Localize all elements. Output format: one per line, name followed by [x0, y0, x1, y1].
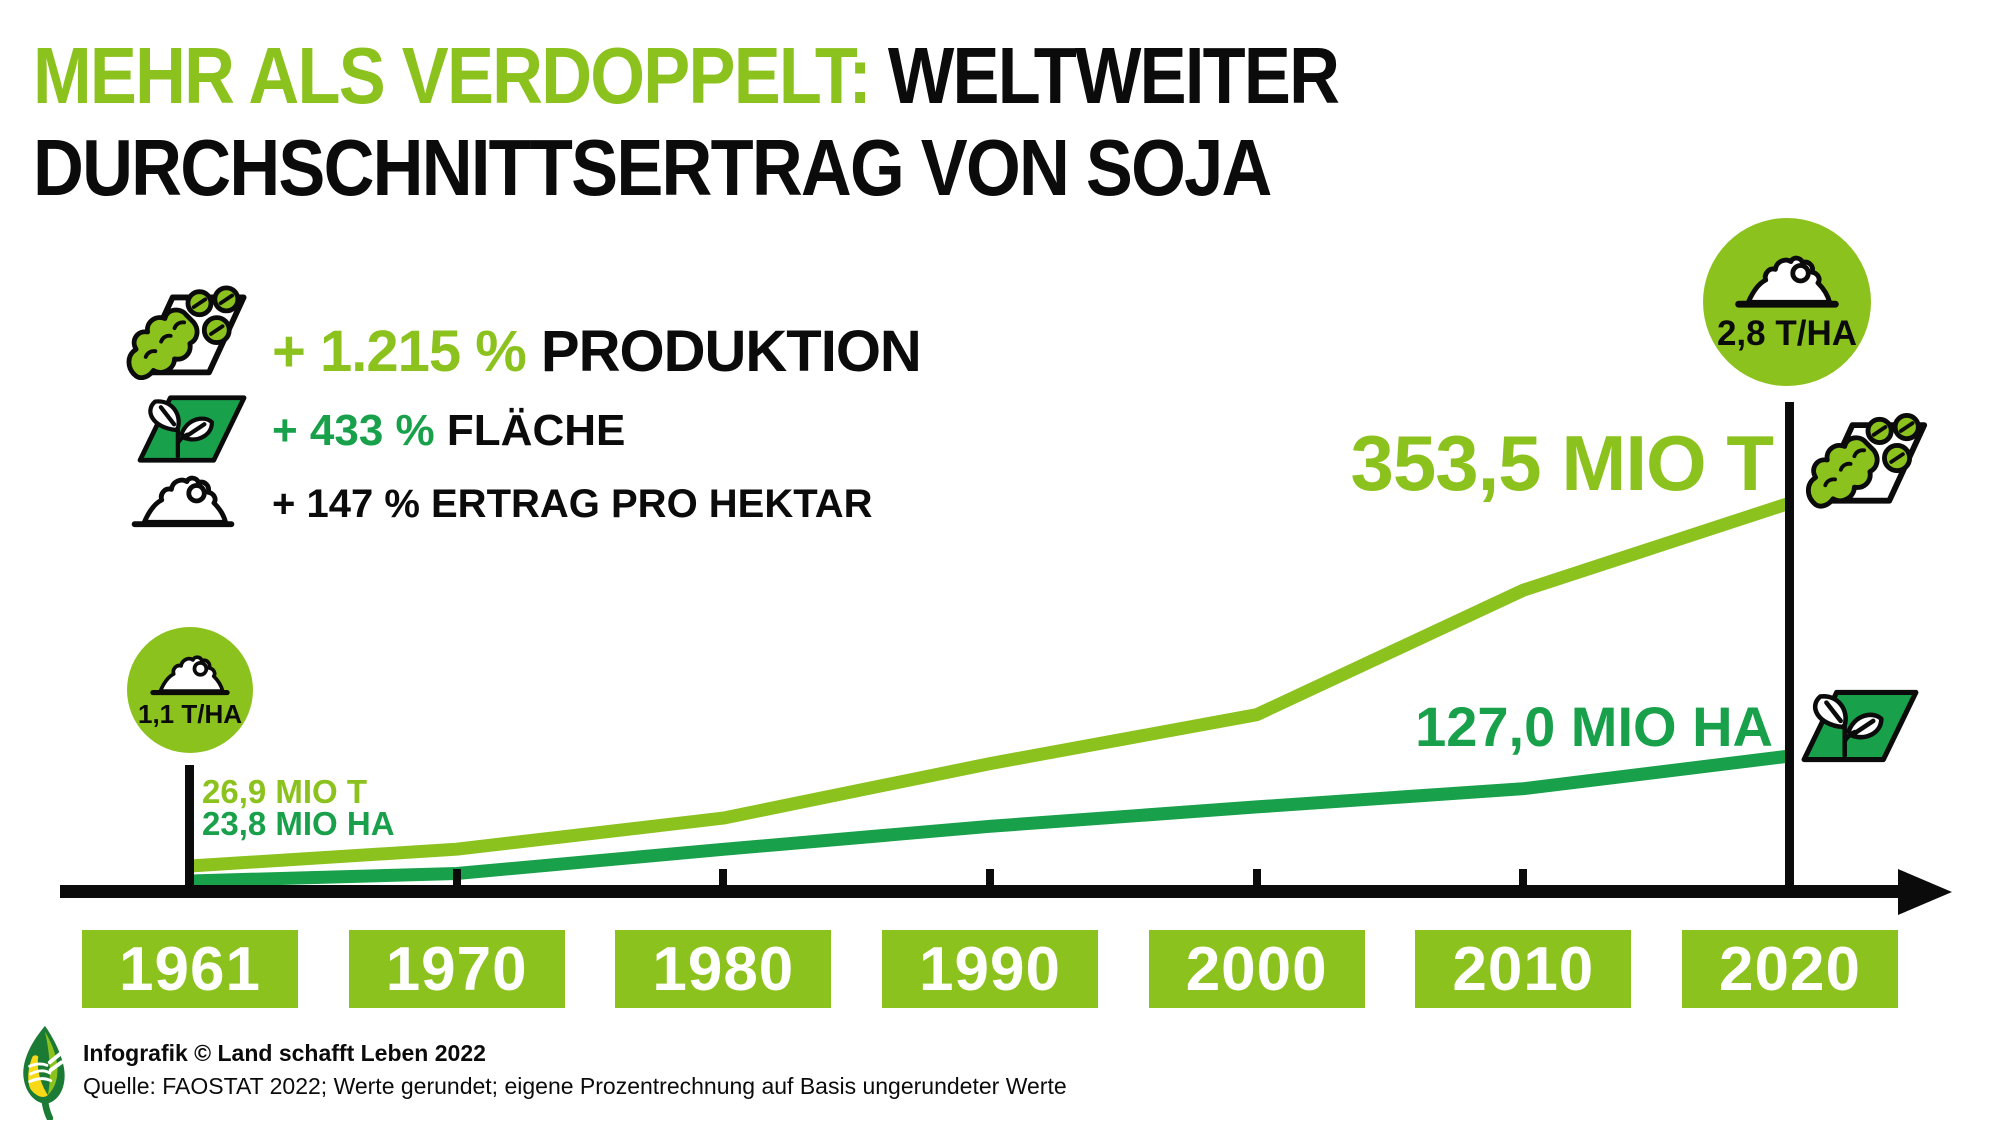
footer: Infografik © Land schafft Leben 2022 Que… [83, 1040, 1067, 1100]
x-axis-tick-1980 [719, 869, 728, 886]
x-axis-tick-1990 [986, 869, 994, 886]
x-axis-tick-2010 [1519, 869, 1528, 886]
x-axis-tick-2000 [1252, 869, 1261, 886]
year-label-2020: 2020 [1682, 930, 1898, 1008]
x-axis-tick-1970 [452, 869, 461, 886]
marker-line-2020 [1785, 402, 1794, 886]
leaf-field-icon [137, 395, 247, 463]
leaf-field-icon [1801, 689, 1919, 763]
page-title: MEHR ALS VERDOPPELT: WELTWEITER DURCHSCH… [33, 30, 1340, 214]
production-line [189, 496, 1793, 873]
footer-credit: Infografik © Land schafft Leben 2022 [83, 1040, 486, 1066]
area-line [189, 749, 1791, 888]
stat-yield: + 147 % ERTRAG PRO HEKTAR [272, 482, 873, 527]
x-axis [60, 885, 1905, 898]
soybean-icon [126, 285, 247, 380]
year-label-1980: 1980 [615, 930, 832, 1008]
marker-line-1961 [185, 765, 194, 886]
title-highlight: MEHR ALS VERDOPPELT: [33, 31, 872, 120]
yield-badge-1961-value: 1,1 T/HA [137, 698, 243, 729]
yield-badge-2020: 2,8 T/HA [1703, 218, 1871, 386]
yield-heap-icon [131, 475, 235, 528]
stat-production-percent: + 1.215 % [272, 319, 527, 384]
x-axis-arrow-icon [1898, 869, 1952, 915]
stat-area-percent: + 433 % [272, 406, 435, 455]
year-label-1961: 1961 [82, 930, 298, 1008]
year-label-2000: 2000 [1148, 930, 1365, 1008]
title-line-2: DURCHSCHNITTSERTRAG VON SOJA [33, 123, 1272, 212]
area-start-value: 23,8 MIO HA [202, 805, 395, 842]
yield-heap-icon [150, 654, 230, 695]
production-end-value: 353,5 MIO T [1350, 419, 1775, 507]
land-schafft-leben-logo [23, 1025, 65, 1120]
production-start-value: 26,9 MIO T [202, 773, 368, 810]
stat-production-label: PRODUKTION [525, 319, 922, 384]
title-line-1: MEHR ALS VERDOPPELT: WELTWEITER [33, 30, 1340, 122]
year-label-1990: 1990 [882, 930, 1098, 1008]
year-label-2010: 2010 [1415, 930, 1632, 1008]
area-end-value: 127,0 MIO HA [1415, 695, 1773, 758]
year-label-1970: 1970 [348, 930, 565, 1008]
yield-heap-icon [1735, 255, 1839, 308]
stat-yield-percent: + 147 % [272, 482, 420, 526]
stat-yield-label: ERTRAG PRO HEKTAR [419, 482, 873, 526]
title-rest: WELTWEITER [870, 31, 1340, 120]
soybean-icon [1805, 412, 1928, 509]
footer-source: Quelle: FAOSTAT 2022; Werte gerundet; ei… [83, 1073, 1067, 1099]
stat-area-label: FLÄCHE [434, 406, 626, 455]
stat-production: + 1.215 % PRODUKTION [272, 318, 922, 385]
stat-area: + 433 % FLÄCHE [272, 406, 625, 456]
yield-badge-1961: 1,1 T/HA [127, 627, 253, 753]
yield-badge-2020-value: 2,8 T/HA [1716, 314, 1858, 353]
